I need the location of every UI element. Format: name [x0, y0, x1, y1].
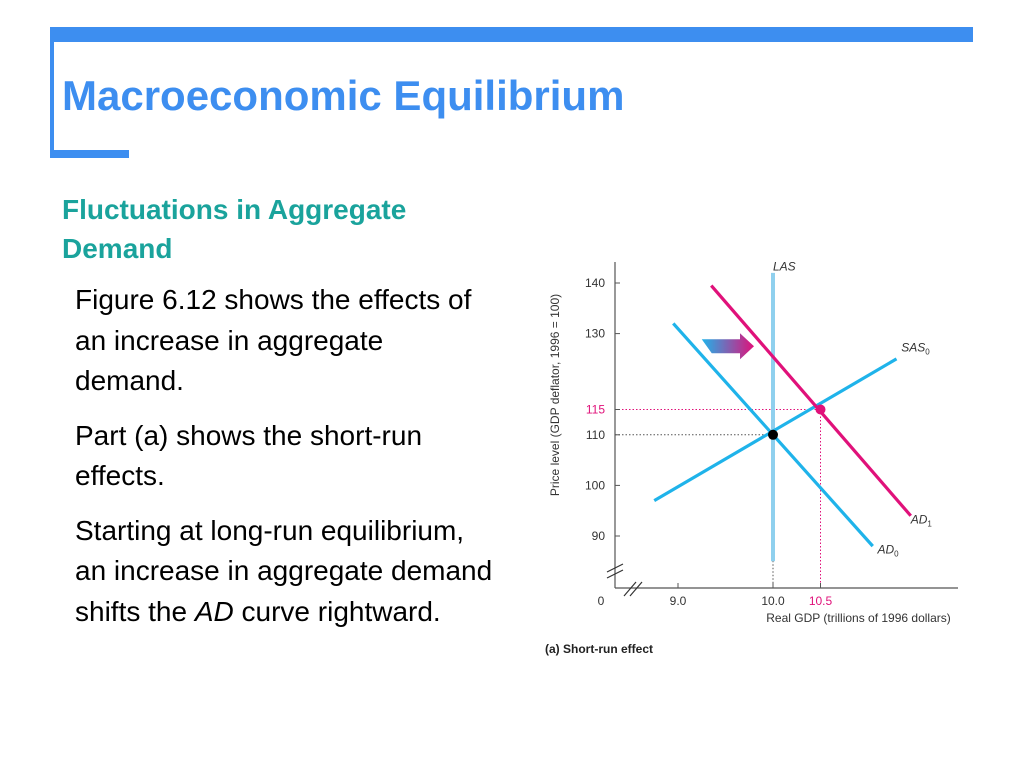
origin-label: 0 — [598, 594, 605, 608]
y-tick-label-1: 100 — [585, 478, 605, 492]
x-tick-label-1: 10.0 — [761, 594, 785, 608]
slide-title: Macroeconomic Equilibrium — [62, 72, 625, 119]
shift-arrow-icon — [701, 333, 754, 360]
x-axis-break — [623, 581, 643, 597]
y-tick-label-3: 115 — [586, 403, 605, 417]
paragraph-3-ad-term: AD — [194, 595, 234, 627]
slide-subtitle: Fluctuations in Aggregate Demand — [62, 194, 407, 264]
equilibrium-point-0 — [768, 429, 778, 440]
curve-sas0 — [653, 357, 898, 502]
paragraph-2: Part (a) shows the short-run effects. — [75, 419, 423, 492]
y-axis-break — [606, 563, 624, 579]
y-axis-title: Price level (GDP deflator, 1996 = 100) — [548, 294, 562, 496]
as-ad-chart: LAS SAS0 AD0 AD1 90 100 110 115 130 140 9.0 10.0 10.… — [545, 259, 958, 656]
y-tick-label-4: 130 — [585, 327, 605, 341]
title-frame-left — [50, 27, 54, 158]
x-tick-label-2: 10.5 — [809, 594, 833, 608]
chart-caption: (a) Short-run effect — [545, 642, 653, 656]
body-text: Figure 6.12 shows the effects of an incr… — [75, 280, 495, 646]
title-frame-bottom — [50, 150, 129, 158]
paragraph-3-part-1: Starting at long-run equilibrium, an inc… — [75, 514, 493, 627]
curve-label-las: LAS — [773, 259, 796, 273]
y-tick-label-5: 140 — [585, 276, 605, 290]
equilibrium-point-1 — [815, 404, 826, 415]
curve-label-ad0: AD0 — [877, 543, 900, 559]
paragraph-3: Starting at long-run equilibrium, an inc… — [75, 511, 495, 633]
curve-label-ad1: AD1 — [910, 512, 933, 528]
paragraph-3-part-2: curve rightward. — [233, 595, 441, 627]
x-tick-label-0: 9.0 — [670, 594, 687, 608]
curve-label-sas0: SAS0 — [901, 340, 930, 356]
y-tick-label-0: 90 — [592, 529, 606, 543]
header-bar — [50, 27, 973, 42]
y-tick-label-2: 110 — [586, 428, 605, 442]
curve-ad1 — [710, 284, 912, 517]
x-axis-title: Real GDP (trillions of 1996 dollars) — [766, 611, 951, 625]
paragraph-1: Figure 6.12 shows the effects of an incr… — [75, 284, 472, 396]
